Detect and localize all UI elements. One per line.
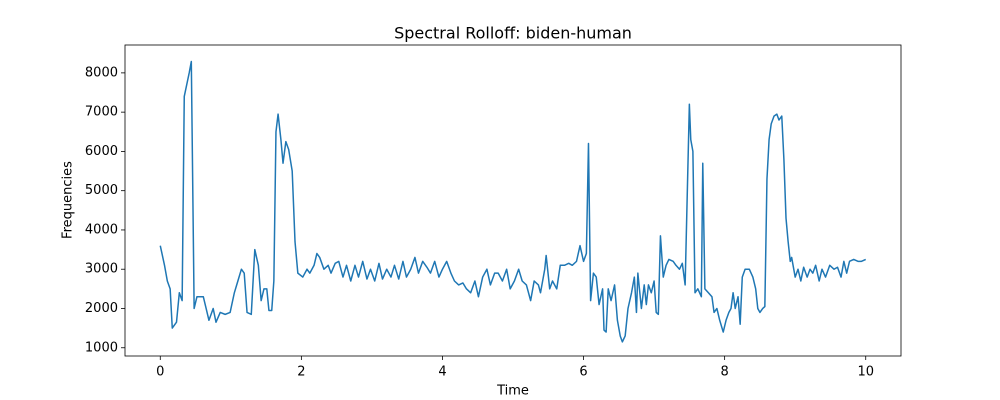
- y-tick-label: 4000: [85, 222, 118, 237]
- x-tick-label: 4: [438, 365, 446, 380]
- y-axis-label: Frequencies: [61, 161, 76, 239]
- y-tick-label: 5000: [85, 183, 118, 198]
- x-tick-label: 10: [857, 365, 874, 380]
- x-tick-label: 6: [579, 365, 587, 380]
- data-line: [159, 60, 867, 343]
- y-tick-label: 3000: [85, 262, 118, 277]
- x-tick-label: 0: [156, 365, 164, 380]
- y-tick-label: 1000: [85, 340, 118, 355]
- x-axis-label: Time: [496, 384, 529, 399]
- x-tick-label: 2: [297, 365, 305, 380]
- y-tick-label: 8000: [85, 65, 118, 80]
- y-tick-label: 2000: [85, 301, 118, 316]
- plot-frame: [124, 44, 902, 357]
- y-tick-label: 7000: [85, 105, 118, 120]
- y-tick-label: 6000: [85, 144, 118, 159]
- chart-title: Spectral Rolloff: biden-human: [394, 24, 632, 43]
- x-tick-label: 8: [720, 365, 728, 380]
